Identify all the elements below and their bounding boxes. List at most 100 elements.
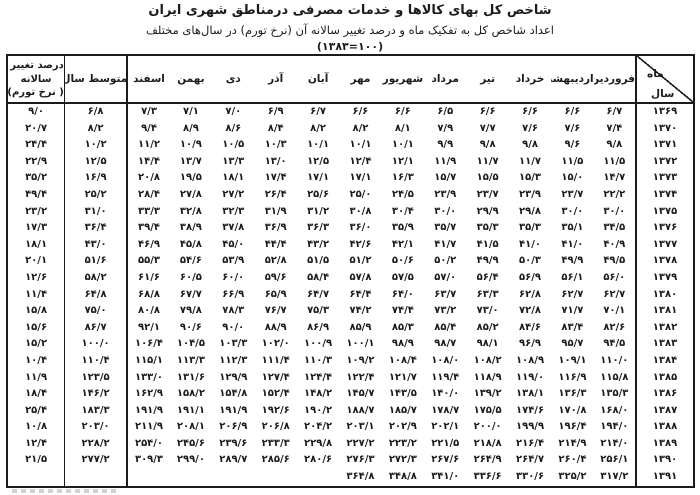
index-cell: ۲۶/۴ (264, 188, 287, 200)
index-cell: ۲۶۴/۹ (473, 454, 502, 466)
index-cell: ۲۷۶/۳ (346, 454, 375, 466)
year-cell: ۱۳۷۳ (635, 170, 694, 187)
index-cell: ۵۶/۰ (603, 271, 626, 283)
index-cell: ۲۰۰/۰ (473, 421, 502, 433)
year-cell: ۱۳۸۹ (635, 435, 694, 453)
index-cell: ۳۸/۹ (179, 222, 202, 234)
index-cell: ۳۴۸/۸ (388, 471, 417, 483)
pct-cell: ۲۱/۵ (25, 454, 48, 466)
index-cell: ۱۰۹/۲ (346, 354, 375, 366)
index-cell: ۲۲۹/۸ (304, 437, 333, 449)
index-cell: ۳۰/۰ (434, 205, 457, 217)
index-cell: ۲۰۳/۱ (346, 421, 375, 433)
year-cell: ۱۳۷۶ (635, 220, 694, 237)
index-cell: ۱۱۲/۳ (219, 354, 248, 366)
index-cell: ۶/۶ (564, 106, 581, 117)
pct-cell: ۲۴/۴ (25, 139, 48, 151)
index-cell: ۶۲/۷ (603, 288, 626, 300)
index-cell: ۱۰۰/۹ (304, 338, 333, 350)
index-cell: ۲۹/۸ (519, 205, 541, 217)
index-cell: ۳۴۱/۰ (431, 471, 460, 483)
pct-cell: ۱۲/۶ (25, 271, 48, 283)
index-cell: ۳۵/۹ (391, 222, 414, 234)
index-cell: ۷۶/۷ (264, 305, 287, 317)
index-cell: ۱۰۸/۹ (515, 354, 545, 366)
index-cell: ۹/۹ (437, 139, 454, 151)
index-cell: ۱۰۲/۰ (261, 338, 290, 350)
index-cell: ۳۵/۱ (561, 222, 584, 234)
index-cell: ۱۱۵/۸ (600, 371, 629, 383)
index-cell: ۷۴/۲ (349, 305, 372, 317)
year-cell: ۱۳۸۵ (635, 369, 694, 387)
pct-cell: ۱۵/۸ (25, 305, 48, 317)
table-row: ۱۳۸۵ ۱۱۵/۸ ۱۱۶/۹ ۱۱۹/۰ ۱۱۸/۹ ۱۱۹/۴ ۱۲۱/۷ ۱۲۲/۴ ۱… (7, 369, 694, 387)
index-cell: ۷۹/۸ (179, 305, 202, 317)
year-cell: ۱۳۸۶ (635, 386, 694, 403)
index-cell: ۹/۸ (479, 139, 496, 151)
table-row: ۱۳۷۳ ۱۴/۷ ۱۵/۰ ۱۵/۳ ۱۵/۵ ۱۵/۷ ۱۶/۳ ۱۷/۱ ۱۷/۱ ۱۷/۴… (7, 170, 694, 187)
month-header-9: آذر (254, 55, 297, 104)
index-cell: ۱۳۸/۱ (515, 388, 545, 400)
avg-cell: ۳۶/۴ (63, 220, 129, 237)
index-cell: ۱۳۶/۳ (558, 388, 587, 400)
avg-cell: ۱۲۳/۵ (63, 369, 129, 387)
index-cell: ۷۴/۴ (391, 305, 414, 317)
index-cell: ۲۵/۶ (307, 188, 330, 200)
index-cell: ۱۲/۱ (391, 155, 414, 167)
pct-header-line1: درصد تغییر (10, 60, 64, 72)
index-cell (297, 469, 339, 487)
index-cell: ۲۴۵/۶ (176, 437, 205, 449)
pct-cell: ۲۳/۲ (25, 205, 48, 217)
index-cell: ۳۱۷/۲ (600, 471, 629, 483)
base-year-note: (۱۳۸۳=۱۰۰) (316, 39, 384, 53)
table-row: ۱۳۹۱ ۳۱۷/۲ ۳۲۵/۲ ۳۳۰/۶ ۳۳۶/۶ ۳۴۱/۰ ۳۴۸/۸ ۳۶۴/۸ (7, 469, 694, 487)
index-cell: ۱۹۹/۹ (515, 421, 545, 433)
index-cell: ۱۰۶/۴ (134, 338, 164, 350)
month-header-3: خرداد (508, 55, 552, 104)
index-cell: ۶/۷ (606, 106, 623, 117)
index-cell: ۵۰/۳ (519, 255, 541, 267)
index-cell: ۵۹/۶ (264, 271, 287, 283)
year-cell: ۱۳۸۱ (635, 303, 694, 320)
index-cell: ۸/۶ (225, 122, 242, 134)
pct-cell: ۱۸/۱ (25, 238, 48, 250)
index-cell: ۴۴/۴ (264, 238, 287, 250)
index-cell: ۷/۷ (479, 122, 496, 134)
index-cell: ۱۱۰/۰ (600, 354, 629, 366)
index-cell: ۱۵/۳ (519, 172, 541, 184)
index-cell: ۹۴/۵ (603, 338, 626, 350)
index-cell: ۹/۸ (522, 139, 538, 151)
index-cell: ۷۵/۳ (307, 305, 330, 317)
index-cell: ۵۵/۳ (138, 255, 160, 267)
index-cell: ۷/۶ (522, 122, 538, 134)
index-cell: ۱۹۱/۹ (219, 404, 248, 416)
pct-cell: ۱۵/۶ (25, 321, 48, 333)
avg-cell: ۳۱/۰ (63, 203, 129, 221)
index-cell: ۹۸/۹ (391, 338, 414, 350)
index-cell: ۹۸/۷ (434, 338, 457, 350)
index-cell: ۱۱۱/۴ (261, 354, 290, 366)
pct-cell: ۲۰/۱ (25, 255, 48, 267)
index-cell: ۱۲۹/۹ (219, 371, 248, 383)
index-cell: ۱۱/۷ (476, 155, 499, 167)
month-header-11: بهمن (169, 55, 213, 104)
index-cell: ۲۰۲/۱ (431, 421, 460, 433)
index-cell: ۳۷/۸ (222, 222, 245, 234)
index-cell: ۲۱۱/۹ (134, 421, 164, 433)
index-cell: ۱۰۹/۱ (558, 354, 587, 366)
index-cell: ۱۹۱/۹ (134, 404, 164, 416)
index-cell: ۳۵/۷ (434, 222, 457, 234)
index-cell: ۱۰۴/۵ (176, 338, 205, 350)
index-cell: ۴۱/۰ (519, 238, 541, 250)
index-cell: ۱۰/۱ (391, 139, 414, 151)
index-cell: ۷/۶ (564, 122, 581, 134)
index-cell: ۸۴/۶ (519, 321, 541, 333)
year-cell: ۱۳۸۸ (635, 419, 694, 436)
table-row: ۱۳۷۲ ۱۱/۵ ۱۱/۵ ۱۱/۷ ۱۱/۷ ۱۱/۹ ۱۲/۱ ۱۲/۴ ۱۲/۵ ۱۳/۰… (7, 153, 694, 171)
index-cell: ۱۶۲/۹ (134, 388, 164, 400)
index-cell: ۱۱/۲ (138, 139, 160, 151)
index-cell: ۱۹۶/۴ (558, 421, 587, 433)
index-cell: ۸/۲ (310, 122, 326, 134)
index-cell: ۸۵/۹ (349, 321, 372, 333)
avg-cell: ۵۱/۶ (63, 253, 129, 270)
